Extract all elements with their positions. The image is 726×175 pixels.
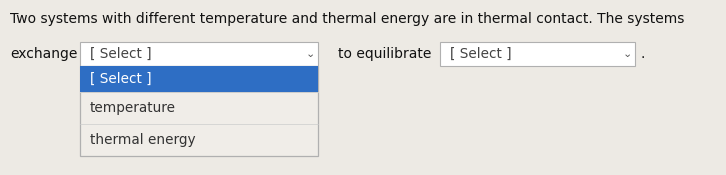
Text: thermal energy: thermal energy (90, 133, 195, 147)
FancyBboxPatch shape (80, 66, 318, 92)
Text: Two systems with different temperature and thermal energy are in thermal contact: Two systems with different temperature a… (10, 12, 685, 26)
Text: [ Select ]: [ Select ] (90, 47, 152, 61)
Text: [ Select ]: [ Select ] (90, 72, 152, 86)
Text: to equilibrate: to equilibrate (338, 47, 431, 61)
Text: .: . (640, 47, 645, 61)
FancyBboxPatch shape (80, 42, 318, 66)
FancyBboxPatch shape (440, 42, 635, 66)
Text: temperature: temperature (90, 101, 176, 115)
Text: exchange: exchange (10, 47, 78, 61)
Text: [ Select ]: [ Select ] (450, 47, 512, 61)
Text: ⌄: ⌄ (622, 49, 632, 59)
FancyBboxPatch shape (80, 66, 318, 156)
Text: ⌄: ⌄ (306, 49, 314, 59)
